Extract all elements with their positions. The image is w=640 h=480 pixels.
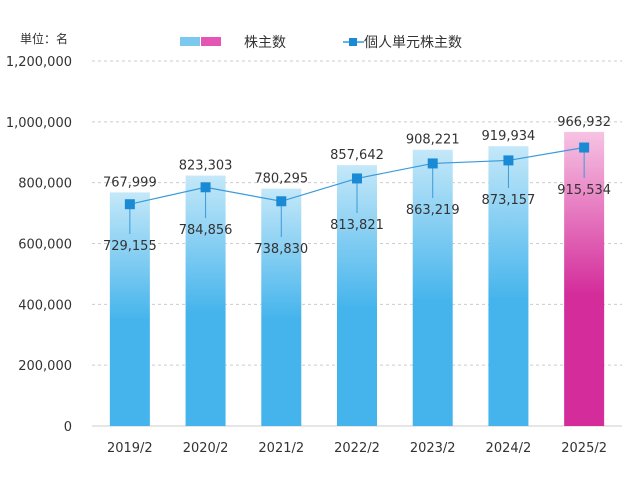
legend: 株主数 個人単元株主数 <box>180 35 462 51</box>
line-value-label: 863,219 <box>406 203 460 218</box>
line-value-label: 813,821 <box>330 218 384 233</box>
x-axis: 2019/2 2020/2 2021/2 2022/2 2023/2 2024/2 2025… <box>107 441 607 456</box>
x-tick-label: 2024/2 <box>486 441 532 456</box>
line-value-label: 873,157 <box>482 193 536 208</box>
line-marker <box>124 199 135 210</box>
legend-marker-sample <box>349 38 357 46</box>
y-tick-label: 1,000,000 <box>6 116 72 131</box>
bar-value-label: 780,295 <box>254 172 308 187</box>
line-marker <box>579 142 590 153</box>
line-marker <box>200 182 211 193</box>
line-value-label: 915,534 <box>557 183 611 198</box>
y-tick-label: 400,000 <box>18 298 72 313</box>
x-tick-label: 2020/2 <box>183 441 229 456</box>
bar-value-label: 966,932 <box>557 115 611 130</box>
data-labels: 767,999 823,303 780,295 857,642 908,221 919,9… <box>103 115 611 257</box>
bar-value-label: 823,303 <box>179 159 233 174</box>
bar-value-label: 767,999 <box>103 175 157 190</box>
x-tick-label: 2021/2 <box>258 441 304 456</box>
bar-value-label: 908,221 <box>406 133 460 148</box>
line-value-label: 784,856 <box>179 223 233 238</box>
line-marker <box>427 158 438 169</box>
x-tick-label: 2023/2 <box>410 441 456 456</box>
x-tick-label: 2025/2 <box>561 441 607 456</box>
line-marker <box>276 196 287 207</box>
line-value-label: 738,830 <box>254 242 308 257</box>
y-axis: 0 200,000 400,000 600,000 800,000 1,000,000 1,… <box>6 55 72 435</box>
line-value-label: 729,155 <box>103 239 157 254</box>
y-tick-label: 0 <box>64 420 72 435</box>
x-tick-label: 2022/2 <box>334 441 380 456</box>
y-tick-label: 800,000 <box>18 177 72 192</box>
x-tick-label: 2019/2 <box>107 441 153 456</box>
y-tick-label: 200,000 <box>18 359 72 374</box>
legend-swatch-bar-highlight <box>201 37 221 46</box>
bar <box>564 131 605 426</box>
y-tick-label: 1,200,000 <box>6 55 72 70</box>
line-marker <box>352 173 362 184</box>
bar <box>488 146 529 426</box>
bar-value-label: 857,642 <box>330 148 384 163</box>
y-tick-label: 600,000 <box>18 238 72 253</box>
legend-label-individual: 個人単元株主数 <box>364 35 462 51</box>
bar-value-label: 919,934 <box>482 129 536 144</box>
line-marker <box>503 155 514 166</box>
legend-swatch-bar <box>180 37 200 46</box>
unit-label: 単位：名 <box>20 31 68 46</box>
line-series <box>124 142 590 237</box>
legend-label-shareholders: 株主数 <box>244 35 286 51</box>
